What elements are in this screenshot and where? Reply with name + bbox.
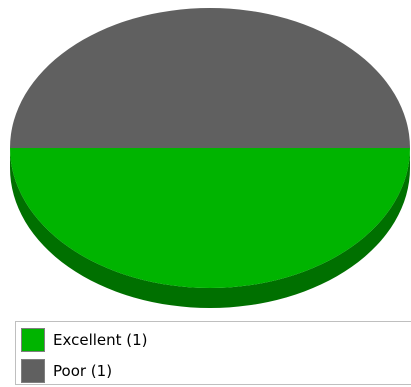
legend-swatch-poor: [21, 359, 45, 383]
legend-item-poor: Poor (1): [21, 359, 112, 383]
pie-chart-svg: [10, 8, 410, 308]
legend-item-excellent: Excellent (1): [21, 328, 148, 352]
legend-label-excellent: Excellent (1): [53, 331, 148, 349]
legend-label-poor: Poor (1): [53, 362, 113, 380]
pie-slice-poor: [10, 8, 410, 148]
chart-legend: Excellent (1) Poor (1): [15, 321, 411, 385]
legend-swatch-excellent: [21, 328, 45, 352]
pie-slice-excellent: [10, 148, 410, 288]
